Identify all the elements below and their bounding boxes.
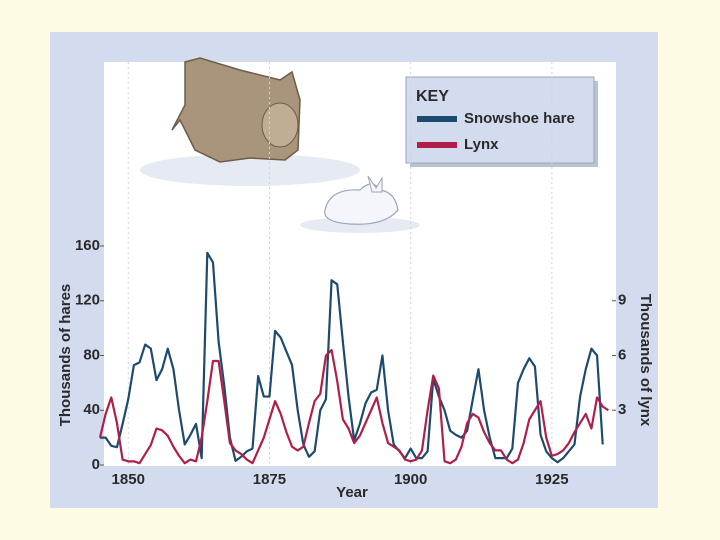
- legend-label: Lynx: [464, 136, 499, 153]
- y-tick-label: 160: [75, 237, 100, 254]
- legend-label: Snowshoe hare: [464, 110, 575, 127]
- x-tick-label: 1875: [253, 471, 286, 488]
- legend-swatch: [417, 142, 457, 148]
- legend-swatch: [417, 116, 457, 122]
- y2-tick-label: 3: [618, 401, 626, 418]
- data-line: [98, 348, 609, 465]
- y2-axis-label: Thousands of lynx: [637, 294, 654, 427]
- illustration: [140, 57, 420, 233]
- x-tick-label: 1925: [535, 471, 568, 488]
- legend-title: KEY: [416, 88, 449, 105]
- y-tick-label: 120: [75, 292, 100, 309]
- y2-tick-label: 6: [618, 346, 626, 363]
- y-tick-label: 40: [83, 401, 100, 418]
- data-line: [100, 251, 604, 464]
- y2-tick-label: 9: [618, 292, 626, 309]
- y-axis-label: Thousands of hares: [57, 284, 74, 427]
- x-axis-label: Year: [336, 484, 368, 501]
- x-tick-label: 1900: [394, 471, 427, 488]
- y-tick-label: 0: [92, 456, 100, 473]
- y-tick-label: 80: [83, 346, 100, 363]
- x-tick-label: 1850: [112, 471, 145, 488]
